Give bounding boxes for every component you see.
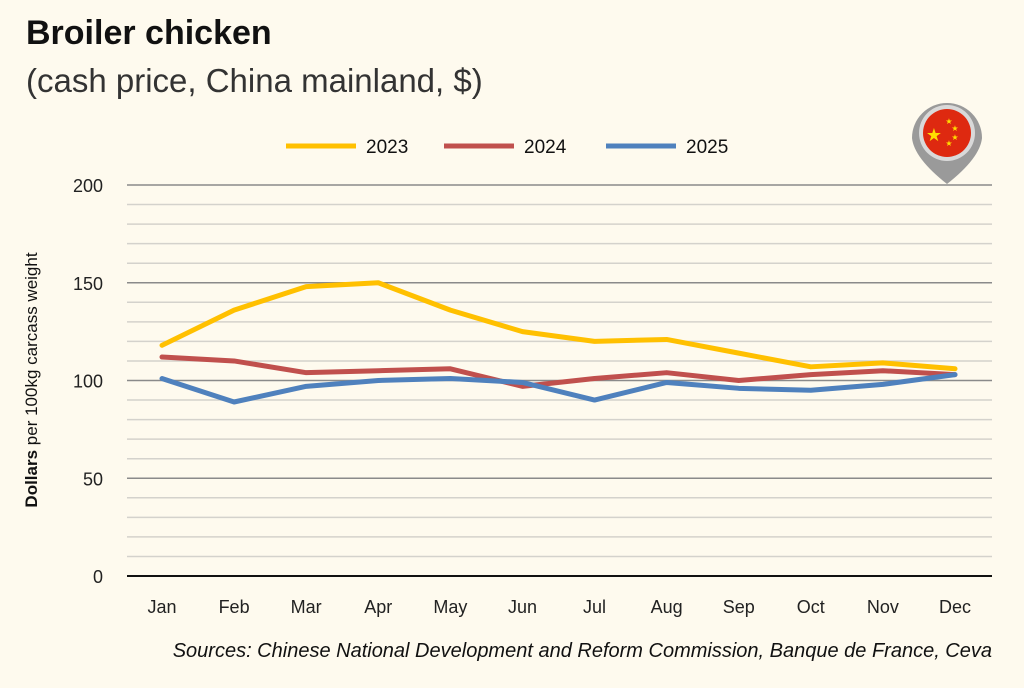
data-point-2025	[881, 382, 885, 386]
legend-label-2025: 2025	[686, 137, 728, 158]
data-point-2024	[160, 355, 164, 359]
china-flag-pin-icon: ★★★★★	[912, 103, 982, 184]
svg-text:★: ★	[945, 117, 952, 126]
data-point-2024	[593, 377, 597, 381]
data-point-2023	[232, 308, 236, 312]
x-tick-label: Jan	[147, 597, 176, 617]
svg-text:★: ★	[951, 124, 958, 133]
y-tick-label: 200	[73, 176, 103, 196]
data-point-2025	[665, 380, 669, 384]
data-point-2025	[448, 377, 452, 381]
x-tick-label: Apr	[364, 597, 392, 617]
x-tick-label: Oct	[797, 597, 825, 617]
legend-label-2024: 2024	[524, 137, 567, 158]
data-point-2024	[737, 379, 741, 382]
data-point-2024	[376, 369, 380, 373]
x-tick-label: Nov	[867, 597, 899, 617]
data-point-2025	[809, 388, 813, 392]
data-point-2024	[665, 371, 669, 375]
data-point-2023	[593, 339, 597, 343]
data-point-2023	[160, 343, 164, 347]
data-point-2023	[881, 361, 885, 365]
legend-label-2023: 2023	[366, 137, 408, 158]
x-tick-label: Dec	[939, 597, 971, 617]
data-point-2025	[160, 377, 164, 381]
data-point-2024	[448, 367, 452, 371]
x-tick-label: Aug	[651, 597, 683, 617]
x-tick-label: Sep	[723, 597, 755, 617]
series-line-2025	[159, 372, 958, 405]
data-point-2023	[809, 365, 813, 369]
data-point-2023	[376, 281, 380, 285]
data-point-2025	[953, 373, 957, 377]
x-tick-label: Feb	[219, 597, 250, 617]
data-point-2024	[232, 359, 236, 363]
data-point-2023	[665, 337, 669, 341]
x-tick-label: Mar	[291, 597, 322, 617]
data-point-2025	[520, 380, 524, 384]
x-tick-label: Jun	[508, 597, 537, 617]
y-tick-label: 0	[93, 567, 103, 587]
y-tick-label: 50	[83, 469, 103, 489]
data-point-2025	[593, 398, 597, 402]
svg-text:★: ★	[951, 133, 958, 142]
data-point-2025	[737, 386, 741, 390]
series-line-2024	[159, 354, 958, 389]
x-tick-label: Jul	[583, 597, 606, 617]
data-point-2023	[520, 330, 524, 334]
data-point-2024	[304, 371, 308, 375]
data-point-2023	[737, 351, 741, 355]
source-note: Sources: Chinese National Development an…	[172, 640, 992, 662]
svg-text:★: ★	[926, 125, 942, 145]
data-point-2023	[953, 367, 957, 371]
svg-text:★: ★	[945, 139, 952, 148]
data-point-2025	[304, 384, 308, 388]
chart-title: Broiler chicken	[26, 14, 272, 52]
y-tick-label: 150	[73, 274, 103, 294]
data-point-2023	[304, 285, 308, 289]
data-point-2025	[376, 379, 380, 382]
chart-subtitle: (cash price, China mainland, $)	[26, 62, 483, 99]
data-point-2024	[881, 369, 885, 373]
data-point-2024	[809, 373, 813, 377]
x-tick-label: May	[433, 597, 467, 617]
data-point-2024	[520, 384, 524, 388]
series-line-2023	[159, 280, 958, 372]
data-point-2025	[232, 400, 236, 404]
data-point-2023	[448, 308, 452, 312]
y-tick-label: 100	[73, 372, 103, 392]
